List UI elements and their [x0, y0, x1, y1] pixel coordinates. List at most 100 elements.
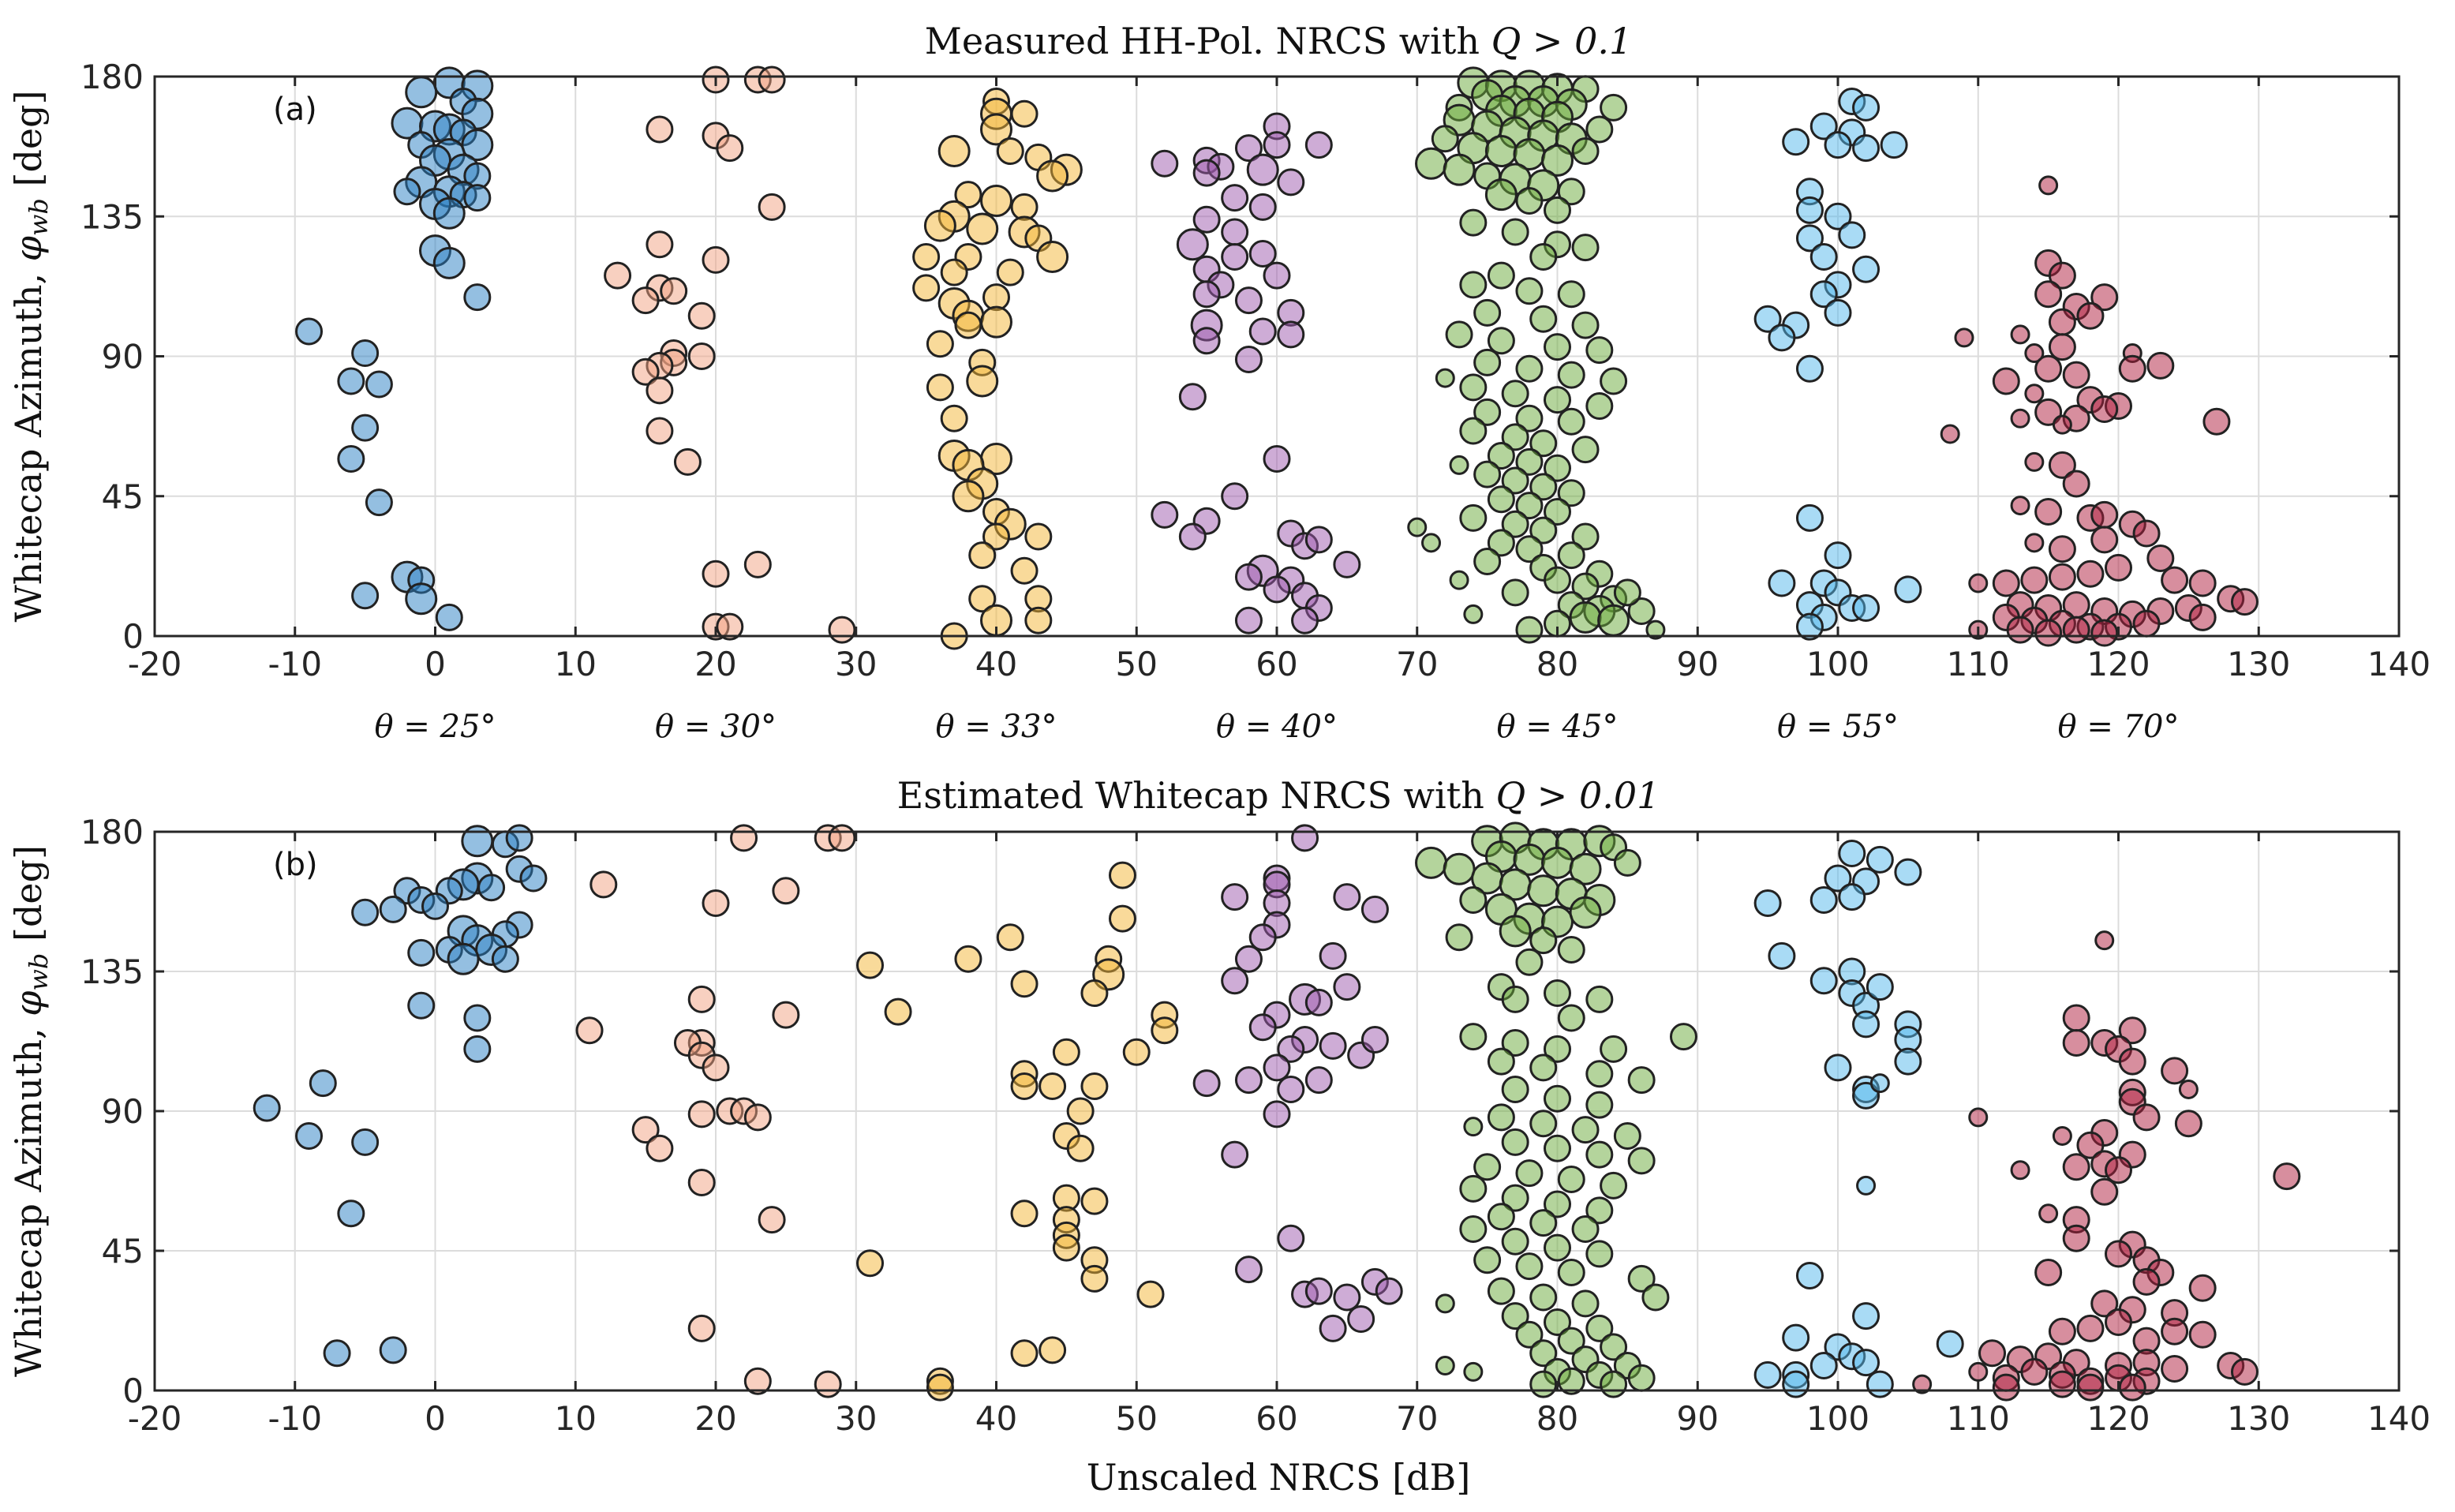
data-point — [1515, 447, 1544, 476]
incidence-angle-labels: θ = 25° θ = 30° θ = 33° θ = 40° θ = 45° θ = 5… — [375, 709, 2180, 745]
data-point — [1600, 1333, 1628, 1361]
data-point — [2062, 1153, 2090, 1181]
y-axis-label-text: Whitecap Azimuth, — [7, 1016, 50, 1377]
x-tick-label: 40 — [975, 1399, 1017, 1438]
data-point — [1360, 1026, 1389, 1054]
data-point — [716, 612, 744, 641]
x-tick-label: -20 — [128, 1399, 182, 1438]
data-point — [702, 245, 730, 274]
data-point — [1627, 597, 1656, 625]
data-point — [1515, 187, 1544, 215]
x-tick-label: 110 — [1947, 645, 2010, 683]
data-point — [435, 603, 463, 631]
series-group — [1151, 112, 1361, 634]
data-point — [1627, 1147, 1656, 1175]
data-point — [1600, 1171, 1628, 1199]
data-point — [687, 1100, 716, 1128]
data-point — [702, 1054, 730, 1082]
data-point — [687, 1314, 716, 1342]
data-point — [966, 365, 999, 398]
incidence-angle-label: θ = 40° — [1216, 709, 1338, 745]
data-point — [758, 193, 786, 221]
data-point — [1809, 1352, 1838, 1380]
data-point — [2048, 1317, 2076, 1345]
data-point — [2052, 414, 2072, 435]
data-point — [1809, 967, 1838, 995]
data-point — [1221, 1140, 1249, 1169]
data-point — [1501, 1302, 1529, 1330]
data-point — [2038, 175, 2059, 196]
data-point — [2020, 1357, 2049, 1386]
data-point — [1585, 1314, 1614, 1342]
data-point — [954, 181, 982, 209]
data-point — [954, 311, 982, 339]
data-point — [2062, 1004, 2090, 1032]
data-point — [1263, 575, 1291, 604]
data-point — [1463, 604, 1484, 624]
data-point — [2076, 560, 2105, 588]
data-point — [1501, 1028, 1529, 1057]
data-point — [1968, 573, 1989, 593]
series-group — [1407, 66, 1666, 644]
data-point — [421, 892, 449, 920]
panel-b-scatter: Estimated Whitecap NRCS with Q > 0.01 -2… — [7, 774, 2431, 1438]
x-tick-label: 40 — [975, 645, 1017, 683]
data-point — [1052, 1038, 1080, 1066]
data-point — [1569, 601, 1602, 634]
data-point — [1571, 572, 1600, 601]
y-axis-label-symbol: φ — [7, 990, 50, 1016]
data-point — [1880, 131, 1908, 159]
x-tick-label: 120 — [2086, 1399, 2150, 1438]
data-point — [1459, 208, 1488, 237]
data-point — [1529, 1054, 1558, 1082]
data-point — [1459, 271, 1488, 299]
data-point — [323, 1339, 351, 1368]
data-point — [631, 1116, 660, 1144]
data-point — [2076, 1373, 2105, 1402]
data-point — [743, 1103, 772, 1132]
data-point — [1978, 1339, 2007, 1368]
data-point — [1277, 1224, 1305, 1252]
data-point — [1501, 510, 1529, 538]
data-point — [1501, 380, 1529, 408]
data-point — [2146, 545, 2175, 573]
data-point — [1795, 354, 1824, 383]
data-point — [1277, 320, 1305, 349]
data-point — [351, 339, 380, 368]
data-point — [1010, 1199, 1039, 1228]
data-point — [2052, 1125, 2072, 1146]
data-point — [1824, 864, 1852, 893]
data-point — [1407, 517, 1428, 537]
data-point — [1010, 556, 1039, 585]
data-point — [2024, 451, 2045, 472]
data-point — [1151, 1016, 1179, 1045]
data-point — [1936, 1330, 1964, 1358]
data-point — [365, 370, 393, 399]
x-tick-label: 130 — [2227, 645, 2290, 683]
data-point — [1782, 1323, 1810, 1352]
data-point — [1473, 460, 1502, 488]
y-axis-label-unit: [deg] — [7, 90, 50, 198]
data-point — [1221, 184, 1249, 212]
data-point — [2132, 519, 2161, 548]
data-point — [1487, 1203, 1515, 1231]
data-point — [687, 301, 716, 330]
data-point — [1894, 575, 1922, 604]
data-point — [1557, 407, 1585, 436]
data-point — [2118, 1016, 2146, 1045]
series-group — [1753, 88, 1922, 641]
data-point — [1529, 429, 1558, 458]
data-point — [477, 874, 506, 902]
data-point — [2048, 333, 2076, 361]
data-point — [2076, 1314, 2105, 1342]
data-point — [1544, 454, 1571, 482]
x-tick-label: 0 — [425, 645, 446, 683]
data-point — [1192, 205, 1221, 234]
data-point — [309, 1069, 337, 1098]
data-point — [646, 1134, 674, 1162]
data-point — [856, 951, 885, 979]
incidence-angle-label: θ = 30° — [655, 709, 777, 745]
data-point — [1795, 224, 1824, 253]
data-point — [1866, 973, 1894, 1001]
data-point — [1052, 1233, 1080, 1262]
